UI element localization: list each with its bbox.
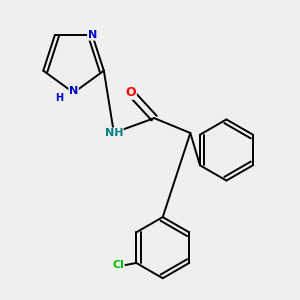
Text: N: N xyxy=(88,30,97,40)
Text: Cl: Cl xyxy=(112,260,124,270)
Text: O: O xyxy=(126,86,136,99)
Text: H: H xyxy=(55,93,63,103)
Text: N: N xyxy=(69,85,78,96)
Text: NH: NH xyxy=(105,128,123,138)
